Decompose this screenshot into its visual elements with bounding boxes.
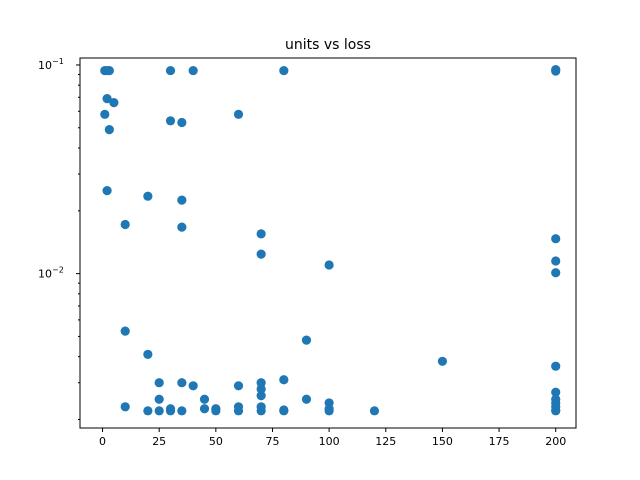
data-point-26 [120, 326, 130, 336]
data-point-58 [233, 406, 244, 416]
y-tick-exponent: −2 [52, 266, 64, 275]
data-point-41 [199, 394, 210, 404]
data-point-10 [100, 109, 110, 119]
data-point-24 [324, 260, 334, 270]
plot-area [80, 58, 576, 428]
x-tick-label: 75 [265, 435, 279, 448]
x-tick-label: 125 [375, 435, 396, 448]
data-point-63 [324, 404, 334, 414]
x-tick-label: 150 [432, 435, 453, 448]
data-point-40 [154, 394, 164, 404]
data-points [100, 65, 561, 416]
data-point-36 [233, 381, 244, 391]
data-point-12 [165, 116, 176, 126]
y-tick-label: 10 [38, 268, 52, 281]
data-point-28 [143, 349, 153, 360]
data-point-29 [437, 356, 448, 366]
data-point-39 [256, 391, 266, 401]
data-point-15 [102, 185, 112, 196]
data-point-59 [256, 406, 266, 416]
x-axis-ticks: 0 25 50 75 100 125 150 175 200 [99, 428, 566, 448]
data-point-23 [551, 256, 561, 266]
data-point-31 [279, 375, 289, 385]
x-tick-label: 175 [489, 435, 510, 448]
data-point-66 [551, 405, 561, 415]
data-point-47 [199, 404, 210, 414]
data-point-57 [211, 404, 221, 414]
data-point-46 [120, 402, 130, 412]
axes-frame [79, 57, 577, 429]
x-tick-label: 100 [319, 435, 340, 448]
data-point-22 [256, 249, 266, 259]
data-point-54 [165, 404, 176, 414]
y-axis-ticks: 10−210−1 [38, 57, 80, 420]
data-point-42 [301, 394, 312, 404]
data-point-14 [233, 109, 244, 119]
data-point-61 [279, 405, 289, 415]
data-point-11 [104, 125, 114, 135]
data-point-27 [301, 335, 312, 345]
data-point-25 [551, 268, 561, 278]
data-point-3 [165, 65, 176, 76]
data-point-35 [188, 381, 198, 391]
data-point-64 [369, 406, 380, 416]
data-point-9 [109, 98, 119, 108]
data-point-51 [143, 406, 153, 416]
data-point-4 [188, 65, 198, 76]
y-tick-label: 10 [38, 59, 52, 72]
data-point-16 [143, 191, 153, 201]
data-point-30 [551, 361, 561, 371]
data-point-38 [551, 387, 561, 397]
data-point-52 [154, 406, 164, 416]
data-point-5 [279, 65, 289, 76]
data-point-20 [256, 229, 266, 239]
data-point-19 [177, 222, 187, 232]
data-point-55 [177, 406, 187, 416]
x-tick-label: 25 [152, 435, 166, 448]
data-point-33 [177, 378, 187, 388]
data-point-21 [551, 234, 561, 244]
y-tick-exponent: −1 [52, 57, 64, 66]
data-point-2 [104, 65, 114, 76]
x-tick-label: 50 [209, 435, 223, 448]
x-tick-label: 0 [99, 435, 106, 448]
data-point-8 [102, 94, 112, 104]
data-point-7 [551, 66, 561, 76]
data-point-18 [120, 219, 130, 230]
chart-title: units vs loss [285, 37, 371, 53]
x-tick-label: 200 [545, 435, 566, 448]
data-point-37 [256, 384, 266, 394]
data-point-32 [154, 378, 164, 388]
data-point-13 [177, 117, 187, 128]
data-point-17 [177, 195, 187, 205]
